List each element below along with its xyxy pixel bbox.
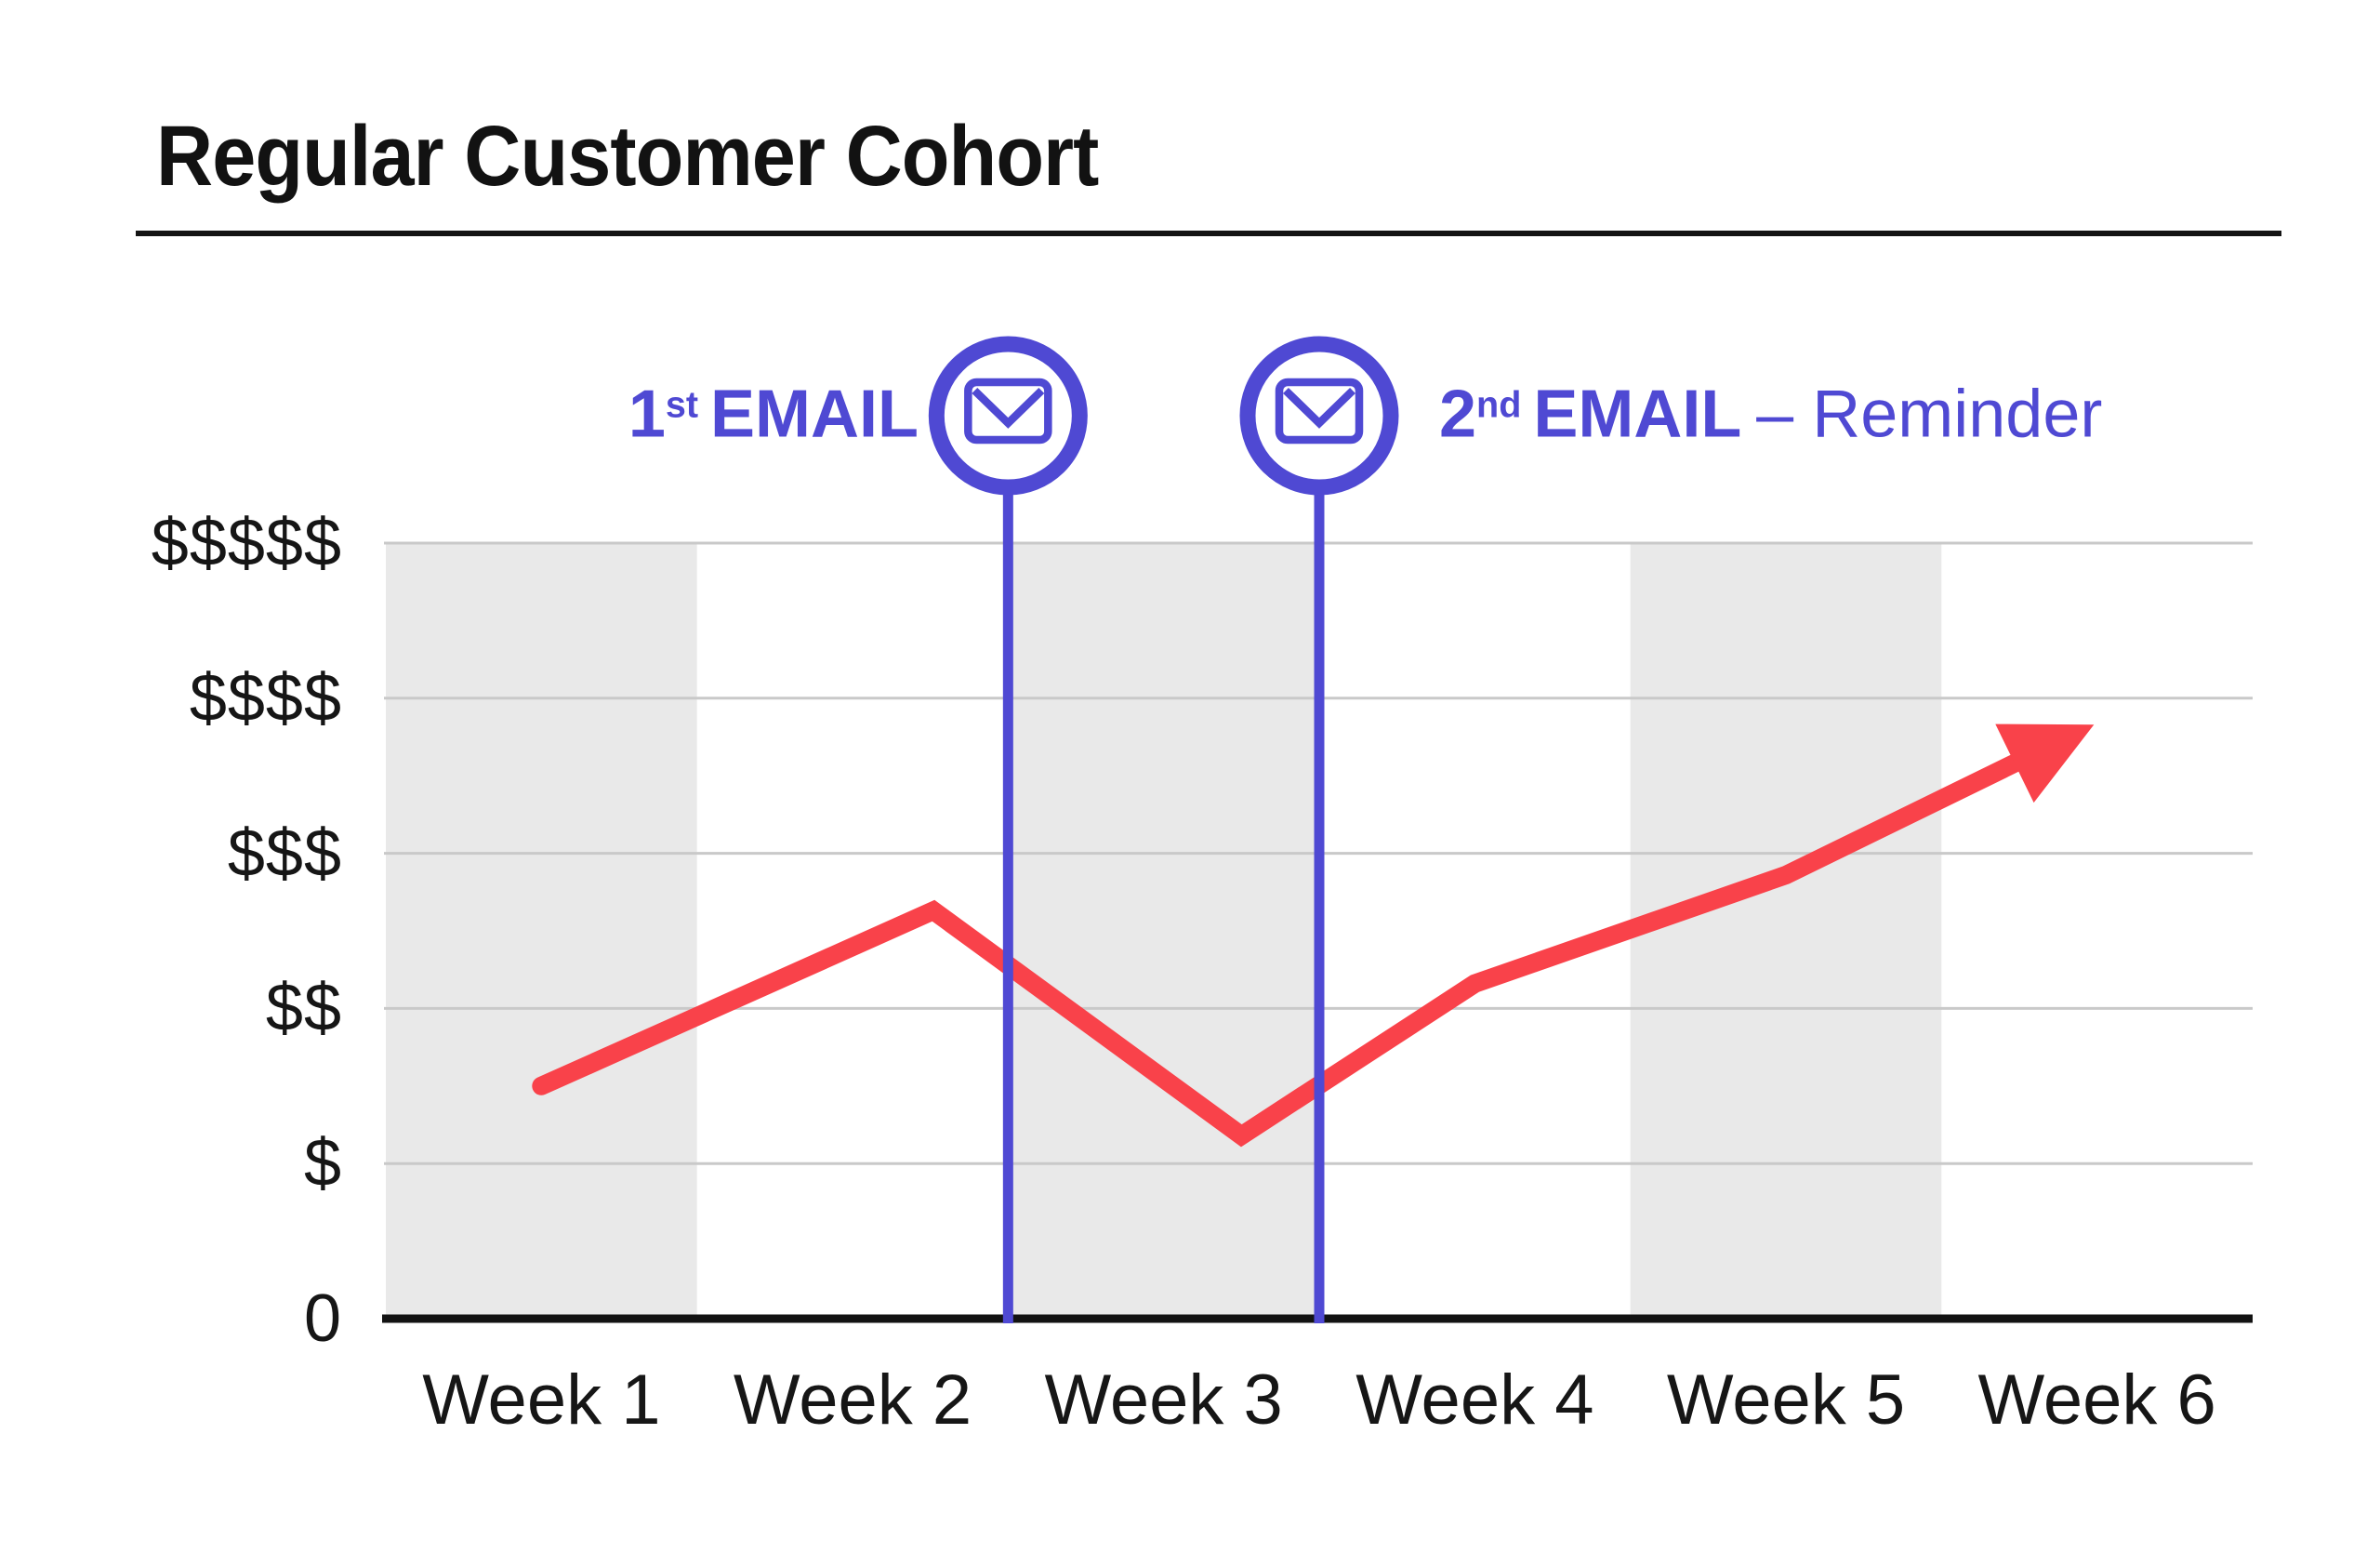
y-tick-label-3-dollar: $$$ xyxy=(227,816,342,891)
email-2-badge xyxy=(1239,336,1399,496)
x-tick-label-week-6: Week 6 xyxy=(1977,1361,2216,1440)
email-event-badges xyxy=(928,336,1399,496)
envelope-flap xyxy=(1283,387,1355,429)
second-email-word: EMAIL xyxy=(1533,377,1742,452)
second-email-number: 2 xyxy=(1439,377,1477,452)
envelope-icon xyxy=(964,378,1052,445)
second-email-ordinal: nd xyxy=(1476,384,1522,426)
week-5-shaded-band xyxy=(1630,543,1942,1319)
title-divider-rule xyxy=(136,231,2281,236)
week-3-shaded-band xyxy=(1008,543,1319,1319)
y-tick-label-zero: 0 xyxy=(303,1281,342,1356)
x-tick-label-week-5: Week 5 xyxy=(1666,1361,1906,1440)
envelope-flap xyxy=(972,387,1045,429)
x-tick-label-week-1: Week 1 xyxy=(422,1361,661,1440)
email-badge-circle xyxy=(1239,336,1399,496)
second-email-suffix: – Reminder xyxy=(1756,377,2103,452)
week-shading-bands xyxy=(386,543,1942,1319)
first-email-word: EMAIL xyxy=(710,377,919,452)
envelope-icon xyxy=(1275,378,1364,445)
email-1-badge xyxy=(928,336,1088,496)
y-tick-label-1-dollar: $ xyxy=(303,1126,342,1201)
x-tick-label-week-4: Week 4 xyxy=(1355,1361,1594,1440)
first-email-ordinal: st xyxy=(665,384,699,426)
week-1-shaded-band xyxy=(386,543,697,1319)
spend-trend-line xyxy=(532,723,2095,1148)
y-tick-label-2-dollar: $$ xyxy=(265,971,342,1046)
page-title: Regular Customer Cohort xyxy=(156,109,1099,204)
y-tick-label-4-dollar: $$$$ xyxy=(189,660,342,736)
x-tick-label-week-2: Week 2 xyxy=(733,1361,972,1440)
y-tick-label-5-dollar: $$$$$ xyxy=(151,506,342,580)
spend-line xyxy=(532,750,2031,1148)
x-tick-label-week-3: Week 3 xyxy=(1044,1361,1283,1440)
first-email-number: 1 xyxy=(628,377,666,452)
second-email-label: 2nd EMAIL – Reminder xyxy=(1439,376,2102,452)
first-email-label: 1st EMAIL xyxy=(628,376,919,452)
trend-arrow-head-icon xyxy=(1995,723,2095,803)
email-event-lines xyxy=(1002,487,1325,1323)
email-badge-circle xyxy=(928,336,1088,496)
